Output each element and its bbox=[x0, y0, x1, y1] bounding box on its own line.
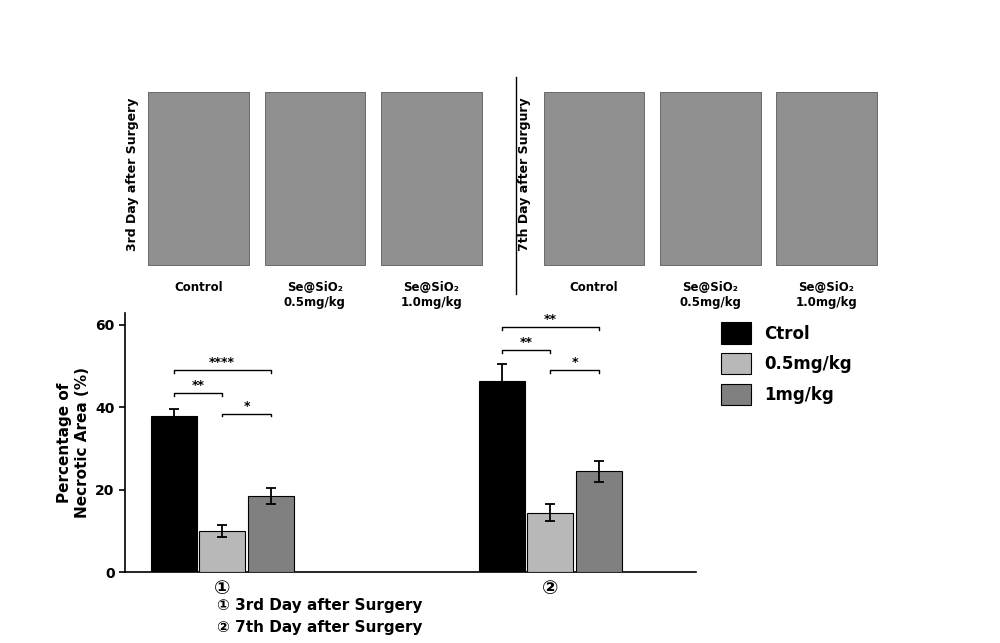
Text: *: * bbox=[243, 400, 250, 413]
Text: **: ** bbox=[519, 336, 532, 349]
Bar bbox=[776, 93, 877, 266]
Text: Se@SiO₂
0.5mg/kg: Se@SiO₂ 0.5mg/kg bbox=[679, 280, 741, 309]
Text: Se@SiO₂
0.5mg/kg: Se@SiO₂ 0.5mg/kg bbox=[284, 280, 346, 309]
Text: **: ** bbox=[544, 313, 557, 326]
Text: ① 3rd Day after Surgery: ① 3rd Day after Surgery bbox=[217, 598, 423, 613]
Bar bbox=[151, 415, 197, 572]
Bar bbox=[264, 93, 365, 266]
Bar bbox=[248, 496, 294, 572]
Text: Se@SiO₂
1.0mg/kg: Se@SiO₂ 1.0mg/kg bbox=[796, 280, 857, 309]
Text: Control: Control bbox=[174, 280, 223, 294]
Bar bbox=[527, 512, 573, 572]
Text: Control: Control bbox=[570, 280, 618, 294]
Text: 7th Day after Surgury: 7th Day after Surgury bbox=[518, 98, 531, 251]
Bar bbox=[660, 93, 761, 266]
Bar bbox=[479, 381, 525, 572]
Text: *: * bbox=[571, 356, 578, 370]
Text: ② 7th Day after Surgery: ② 7th Day after Surgery bbox=[217, 620, 423, 635]
Bar bbox=[544, 93, 644, 266]
Text: 3rd Day after Surgery: 3rd Day after Surgery bbox=[126, 98, 139, 251]
Text: **: ** bbox=[191, 379, 204, 392]
Bar bbox=[576, 471, 622, 572]
Legend: Ctrol, 0.5mg/kg, 1mg/kg: Ctrol, 0.5mg/kg, 1mg/kg bbox=[715, 316, 859, 412]
Y-axis label: Percentage of
Necrotic Area (%): Percentage of Necrotic Area (%) bbox=[57, 367, 90, 518]
Bar bbox=[148, 93, 249, 266]
Text: ****: **** bbox=[209, 356, 235, 370]
Bar bbox=[199, 531, 245, 572]
Bar bbox=[381, 93, 482, 266]
Text: Se@SiO₂
1.0mg/kg: Se@SiO₂ 1.0mg/kg bbox=[400, 280, 462, 309]
